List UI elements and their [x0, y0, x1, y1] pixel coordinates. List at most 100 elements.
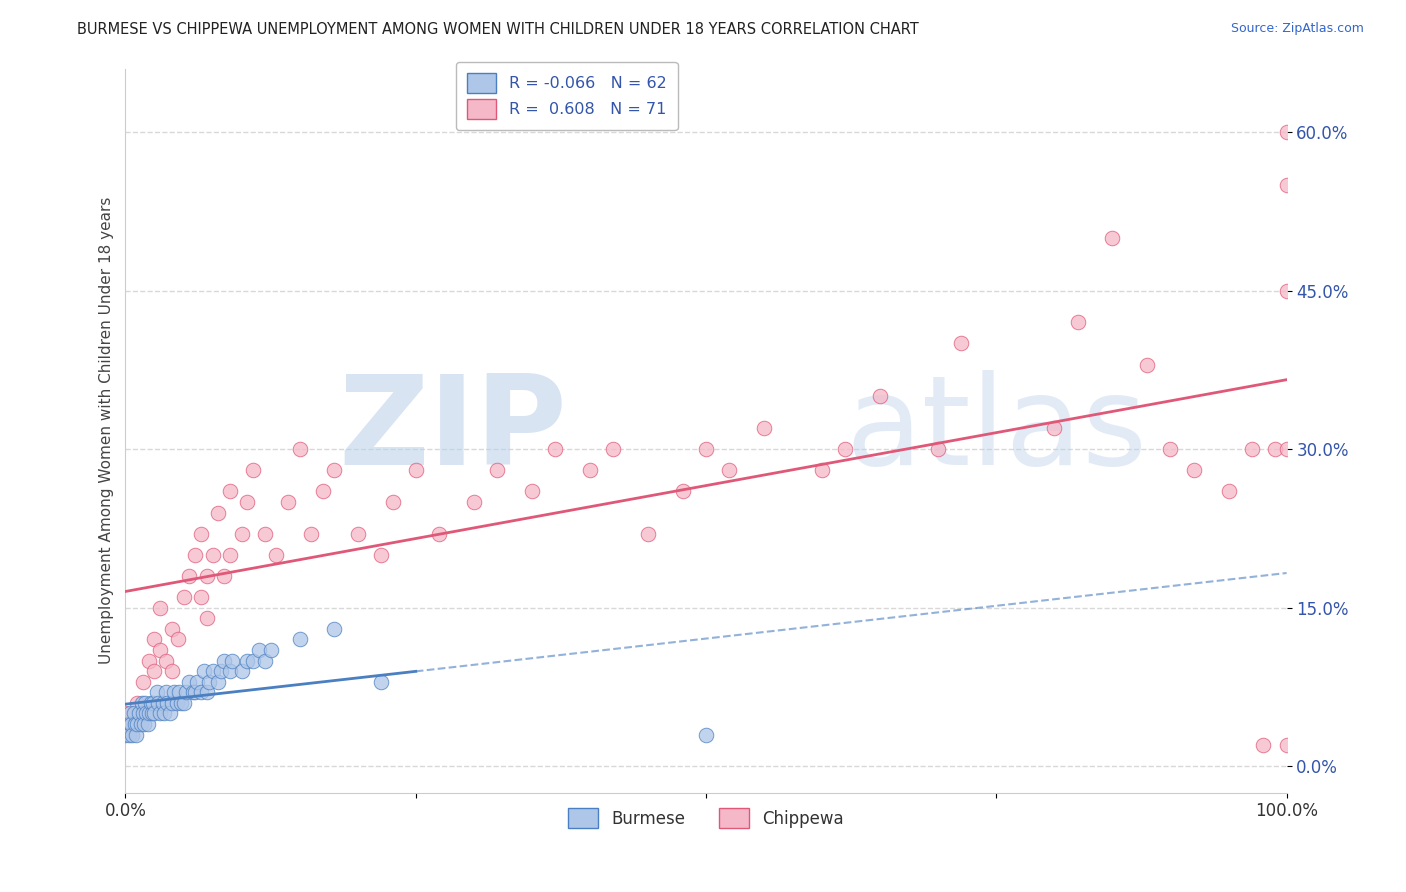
- Point: [242, 653, 264, 667]
- Point: [1136, 358, 1159, 372]
- Point: [370, 674, 392, 689]
- Point: [132, 717, 155, 731]
- Point: [231, 526, 253, 541]
- Point: [120, 706, 142, 721]
- Point: [135, 706, 157, 721]
- Point: [637, 526, 659, 541]
- Point: [231, 664, 253, 678]
- Point: [1275, 738, 1298, 752]
- Point: [160, 664, 183, 678]
- Point: [207, 506, 229, 520]
- Point: [544, 442, 567, 456]
- Point: [166, 632, 188, 647]
- Point: [1275, 178, 1298, 192]
- Point: [114, 727, 136, 741]
- Point: [167, 685, 190, 699]
- Point: [1159, 442, 1181, 456]
- Point: [138, 706, 160, 721]
- Point: [463, 495, 485, 509]
- Point: [141, 706, 163, 721]
- Text: atlas: atlas: [845, 370, 1147, 491]
- Point: [184, 685, 207, 699]
- Point: [695, 442, 717, 456]
- Point: [927, 442, 949, 456]
- Point: [124, 717, 146, 731]
- Point: [179, 569, 201, 583]
- Point: [163, 685, 186, 699]
- Point: [201, 548, 224, 562]
- Point: [190, 526, 212, 541]
- Point: [181, 685, 204, 699]
- Point: [160, 622, 183, 636]
- Point: [381, 495, 404, 509]
- Point: [299, 526, 322, 541]
- Point: [207, 674, 229, 689]
- Point: [156, 696, 179, 710]
- Point: [602, 442, 624, 456]
- Point: [370, 548, 392, 562]
- Text: ZIP: ZIP: [337, 370, 567, 491]
- Y-axis label: Unemployment Among Women with Children Under 18 years: Unemployment Among Women with Children U…: [100, 197, 114, 665]
- Point: [253, 653, 276, 667]
- Point: [117, 717, 139, 731]
- Point: [143, 664, 166, 678]
- Point: [219, 484, 242, 499]
- Point: [114, 706, 136, 721]
- Point: [138, 653, 160, 667]
- Legend: Burmese, Chippewa: Burmese, Chippewa: [561, 801, 851, 835]
- Point: [166, 696, 188, 710]
- Point: [179, 674, 201, 689]
- Point: [1218, 484, 1240, 499]
- Point: [236, 653, 259, 667]
- Point: [1066, 315, 1088, 329]
- Point: [253, 526, 276, 541]
- Point: [1101, 230, 1123, 244]
- Point: [811, 463, 834, 477]
- Point: [695, 727, 717, 741]
- Point: [834, 442, 856, 456]
- Point: [323, 622, 346, 636]
- Point: [672, 484, 695, 499]
- Point: [219, 664, 242, 678]
- Point: [718, 463, 741, 477]
- Point: [950, 336, 973, 351]
- Point: [190, 685, 212, 699]
- Point: [219, 548, 242, 562]
- Point: [125, 696, 148, 710]
- Point: [288, 632, 311, 647]
- Point: [1275, 442, 1298, 456]
- Point: [1264, 442, 1286, 456]
- Point: [149, 706, 172, 721]
- Point: [142, 696, 165, 710]
- Point: [869, 389, 891, 403]
- Point: [212, 653, 235, 667]
- Point: [201, 664, 224, 678]
- Point: [173, 696, 195, 710]
- Point: [195, 685, 218, 699]
- Point: [152, 696, 174, 710]
- Point: [152, 706, 174, 721]
- Point: [277, 495, 299, 509]
- Point: [136, 717, 159, 731]
- Point: [131, 696, 153, 710]
- Point: [1043, 421, 1066, 435]
- Point: [1240, 442, 1263, 456]
- Point: [120, 717, 142, 731]
- Point: [209, 664, 232, 678]
- Point: [146, 696, 169, 710]
- Point: [266, 548, 288, 562]
- Point: [143, 706, 166, 721]
- Point: [346, 526, 368, 541]
- Point: [195, 569, 218, 583]
- Point: [1253, 738, 1275, 752]
- Point: [122, 706, 145, 721]
- Point: [190, 590, 212, 604]
- Point: [149, 600, 172, 615]
- Point: [427, 526, 450, 541]
- Point: [184, 548, 207, 562]
- Point: [198, 674, 221, 689]
- Point: [118, 727, 141, 741]
- Point: [212, 569, 235, 583]
- Point: [160, 696, 183, 710]
- Point: [132, 706, 155, 721]
